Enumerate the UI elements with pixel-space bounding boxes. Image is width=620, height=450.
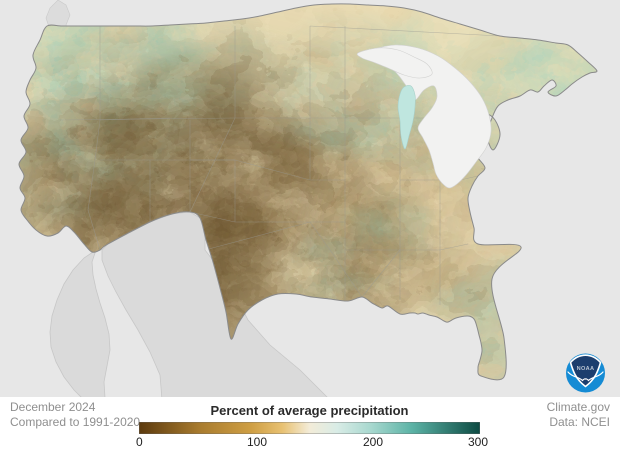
svg-text:NOAA: NOAA xyxy=(577,366,595,372)
